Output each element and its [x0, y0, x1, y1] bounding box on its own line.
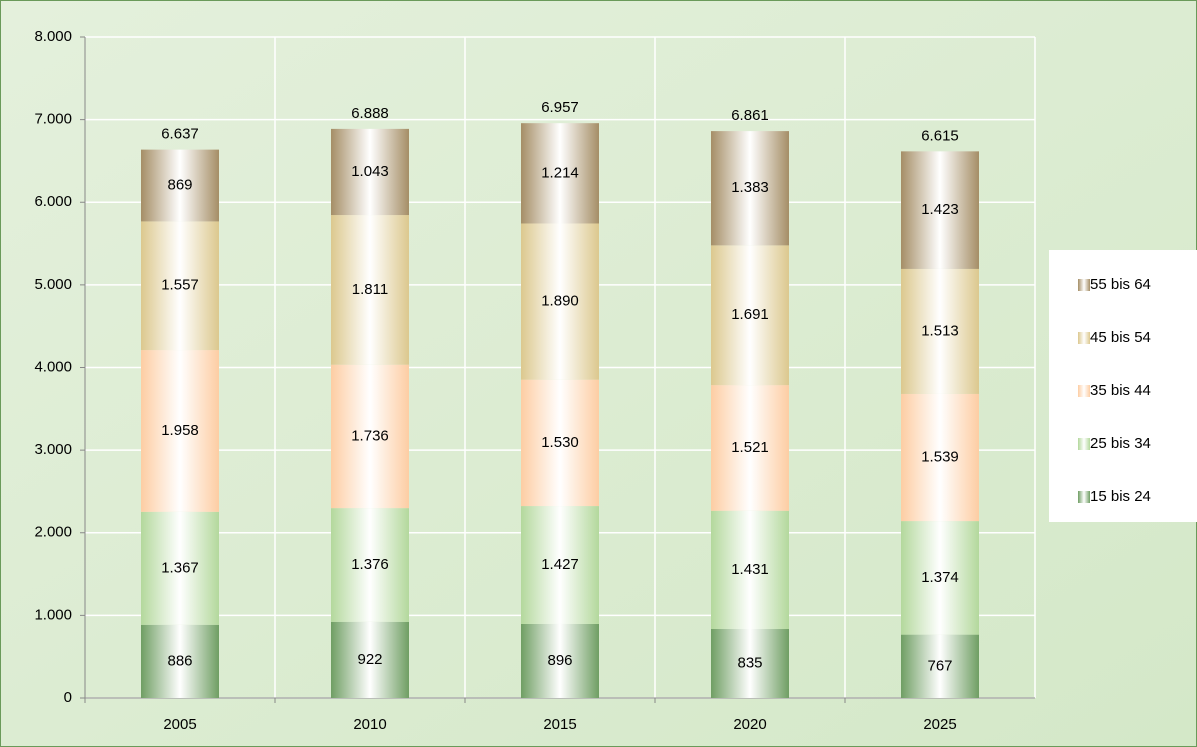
bar-segment: [141, 511, 219, 625]
bar-segment: [141, 350, 219, 512]
bar-segment: [901, 393, 979, 522]
bar-segment: [711, 510, 789, 630]
bar-segment: [901, 268, 979, 394]
total-label: 6.637: [161, 126, 199, 143]
total-label: 6.615: [921, 127, 959, 144]
x-tick-label: 2010: [353, 716, 386, 733]
legend-label: 25 bis 34: [1090, 435, 1151, 452]
bar-segment: [521, 123, 599, 224]
legend-swatch: [1078, 438, 1090, 450]
y-tick-label: 1.000: [34, 606, 72, 623]
y-tick-label: 6.000: [34, 193, 72, 210]
value-label: 1.376: [351, 556, 389, 573]
value-label: 1.521: [731, 439, 769, 456]
bar-segment: [711, 131, 789, 246]
value-label: 1.691: [731, 306, 769, 323]
legend-label: 35 bis 44: [1090, 382, 1151, 399]
y-tick-label: 7.000: [34, 111, 72, 128]
value-label: 1.431: [731, 561, 769, 578]
y-tick-label: 3.000: [34, 441, 72, 458]
value-label: 1.043: [351, 163, 389, 180]
y-tick-label: 4.000: [34, 358, 72, 375]
value-label: 1.530: [541, 434, 579, 451]
value-label: 869: [167, 176, 192, 193]
value-label: 1.423: [921, 201, 959, 218]
bar-segment: [521, 506, 599, 624]
value-label: 835: [737, 654, 762, 671]
value-label: 1.513: [921, 322, 959, 339]
value-label: 1.811: [352, 281, 388, 298]
bar-segment: [331, 128, 409, 216]
x-tick-label: 2005: [163, 716, 196, 733]
value-label: 1.427: [541, 556, 579, 573]
total-label: 6.957: [541, 99, 579, 116]
bar-segment: [331, 364, 409, 509]
x-tick-label: 2025: [923, 716, 956, 733]
total-label: 6.888: [351, 105, 389, 122]
value-label: 896: [547, 652, 572, 669]
value-label: 1.367: [161, 559, 199, 576]
bar-segment: [711, 629, 789, 698]
legend-swatch: [1078, 385, 1090, 397]
bar-segment: [331, 508, 409, 622]
legend-swatch: [1078, 279, 1090, 291]
y-tick-label: 5.000: [34, 276, 72, 293]
value-label: 1.539: [921, 448, 959, 465]
x-tick-label: 2015: [543, 716, 576, 733]
value-label: 1.214: [541, 164, 579, 181]
bar-segment: [521, 379, 599, 507]
bar-segment: [711, 385, 789, 511]
x-tick-label: 2020: [733, 716, 766, 733]
value-label: 1.890: [541, 293, 579, 310]
legend-box: [1049, 250, 1197, 522]
legend-swatch: [1078, 491, 1090, 503]
bar-segment: [141, 624, 219, 698]
value-label: 922: [357, 651, 382, 668]
legend-swatch: [1078, 332, 1090, 344]
bar-segment: [521, 223, 599, 380]
legend-label: 55 bis 64: [1090, 276, 1151, 293]
value-label: 1.958: [161, 422, 199, 439]
value-label: 886: [167, 652, 192, 669]
bar-segment: [331, 621, 409, 698]
bar-segment: [901, 634, 979, 698]
y-tick-label: 8.000: [34, 28, 72, 45]
value-label: 1.374: [921, 569, 959, 586]
bar-segment: [901, 151, 979, 269]
total-label: 6.861: [731, 107, 769, 124]
bar-segment: [521, 623, 599, 698]
bar-segment: [901, 521, 979, 635]
bar-segment: [141, 149, 219, 222]
value-label: 1.383: [731, 179, 769, 196]
legend-label: 15 bis 24: [1090, 488, 1151, 505]
bar-segment: [141, 221, 219, 351]
value-label: 1.736: [351, 427, 389, 444]
y-tick-label: 2.000: [34, 524, 72, 541]
legend-label: 45 bis 54: [1090, 329, 1151, 346]
y-tick-label: 0: [64, 689, 72, 706]
value-label: 767: [927, 657, 952, 674]
bar-segment: [711, 245, 789, 386]
value-label: 1.557: [161, 277, 199, 294]
bar-segment: [331, 215, 409, 365]
